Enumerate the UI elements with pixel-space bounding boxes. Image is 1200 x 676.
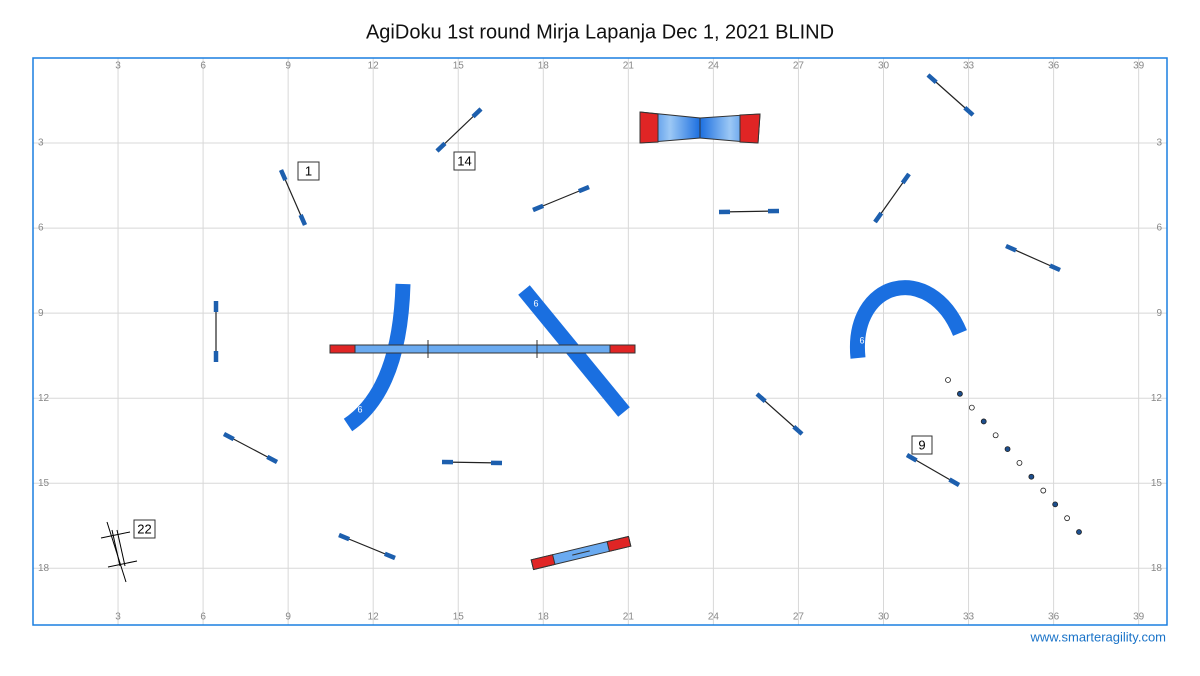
tunnel-label: 6 (859, 335, 864, 345)
x-tick-label: 18 (538, 612, 550, 623)
y-tick-label: 12 (1151, 393, 1163, 404)
wing (281, 170, 285, 180)
jump (928, 75, 973, 115)
y-tick-label: 18 (1151, 563, 1163, 574)
y-tick-label: 3 (38, 138, 44, 149)
weave-pole (1029, 474, 1034, 479)
x-tick-label: 33 (963, 61, 975, 72)
tunnels (348, 284, 960, 425)
x-tick-label: 9 (285, 612, 291, 623)
x-tick-label: 36 (1048, 61, 1060, 72)
obstacle-number: 9 (918, 437, 925, 452)
weave-pole (946, 378, 951, 383)
obstacle-number: 22 (137, 521, 151, 536)
x-tick-label: 30 (878, 61, 890, 72)
x-tick-label: 3 (115, 61, 121, 72)
x-tick-label: 6 (200, 612, 206, 623)
x-tick-label: 9 (285, 61, 291, 72)
jump (875, 174, 909, 222)
x-tick-label: 3 (115, 612, 121, 623)
jumps (216, 75, 1060, 558)
dogwalk (330, 340, 635, 358)
x-tick-label: 21 (623, 61, 635, 72)
tunnel-label: 6 (533, 298, 538, 308)
x-tick-label: 15 (453, 612, 465, 623)
x-tick-label: 27 (793, 612, 805, 623)
weave-pole (1041, 488, 1046, 493)
wing (757, 394, 765, 401)
x-tick-label: 36 (1048, 612, 1060, 623)
weave-poles (946, 378, 1082, 535)
y-tick-label: 18 (38, 563, 50, 574)
y-tick-label: 6 (1156, 223, 1162, 234)
y-tick-label: 12 (38, 393, 50, 404)
obstacle-number: 14 (457, 153, 471, 168)
x-tick-label: 27 (793, 61, 805, 72)
x-tick-label: 39 (1133, 612, 1145, 623)
weave-pole (957, 391, 962, 396)
wing (579, 187, 589, 191)
weave-pole (1005, 447, 1010, 452)
x-tick-label: 6 (200, 61, 206, 72)
start-line (101, 522, 137, 582)
title: AgiDoku 1st round Mirja Lapanja Dec 1, 2… (366, 21, 834, 43)
a-frame (640, 112, 760, 143)
jump (907, 455, 959, 485)
wing (301, 215, 305, 225)
weave-pole (1053, 502, 1058, 507)
y-tick-label: 9 (38, 308, 44, 319)
x-tick-label: 12 (368, 612, 380, 623)
wing (965, 108, 973, 115)
x-tick-label: 21 (623, 612, 635, 623)
seesaw (531, 536, 631, 569)
y-tick-label: 6 (38, 223, 44, 234)
wing (875, 213, 881, 222)
y-tick-label: 9 (1156, 308, 1162, 319)
wing (903, 174, 909, 183)
wing (339, 535, 349, 539)
weave-pole (981, 419, 986, 424)
wing (794, 427, 802, 434)
y-tick-label: 3 (1156, 138, 1162, 149)
wing (533, 206, 543, 210)
x-tick-label: 12 (368, 61, 380, 72)
footer-link[interactable]: www.smarteragility.com (1029, 629, 1166, 644)
jump (719, 211, 779, 212)
weave-pole (1077, 530, 1082, 535)
wing (1006, 246, 1016, 250)
jump (757, 394, 802, 434)
y-tick-label: 15 (38, 478, 50, 489)
grid: 3366991212151518182121242427273030333336… (33, 58, 1167, 625)
x-tick-label: 30 (878, 612, 890, 623)
wing (385, 554, 395, 558)
wing (907, 455, 917, 460)
jump (224, 434, 277, 462)
x-tick-label: 39 (1133, 61, 1145, 72)
jump (437, 109, 481, 151)
jump (533, 187, 589, 210)
x-tick-label: 33 (963, 612, 975, 623)
wing (949, 480, 959, 485)
weave-pole (993, 433, 998, 438)
y-tick-label: 15 (1151, 478, 1163, 489)
jump (339, 535, 395, 558)
wing (1050, 266, 1060, 270)
wing (473, 109, 481, 117)
wing (437, 143, 445, 151)
obstacle-number: 1 (305, 163, 312, 178)
weave-pole (969, 405, 974, 410)
weave-pole (1065, 516, 1070, 521)
x-tick-label: 18 (538, 61, 550, 72)
x-tick-label: 24 (708, 61, 720, 72)
wing (267, 457, 277, 462)
x-tick-label: 15 (453, 61, 465, 72)
jump (442, 462, 502, 463)
wing (928, 75, 936, 82)
x-tick-label: 24 (708, 612, 720, 623)
wing (224, 434, 234, 439)
weave-pole (1017, 460, 1022, 465)
tunnel-label: 6 (357, 404, 362, 414)
jump (1006, 246, 1060, 270)
